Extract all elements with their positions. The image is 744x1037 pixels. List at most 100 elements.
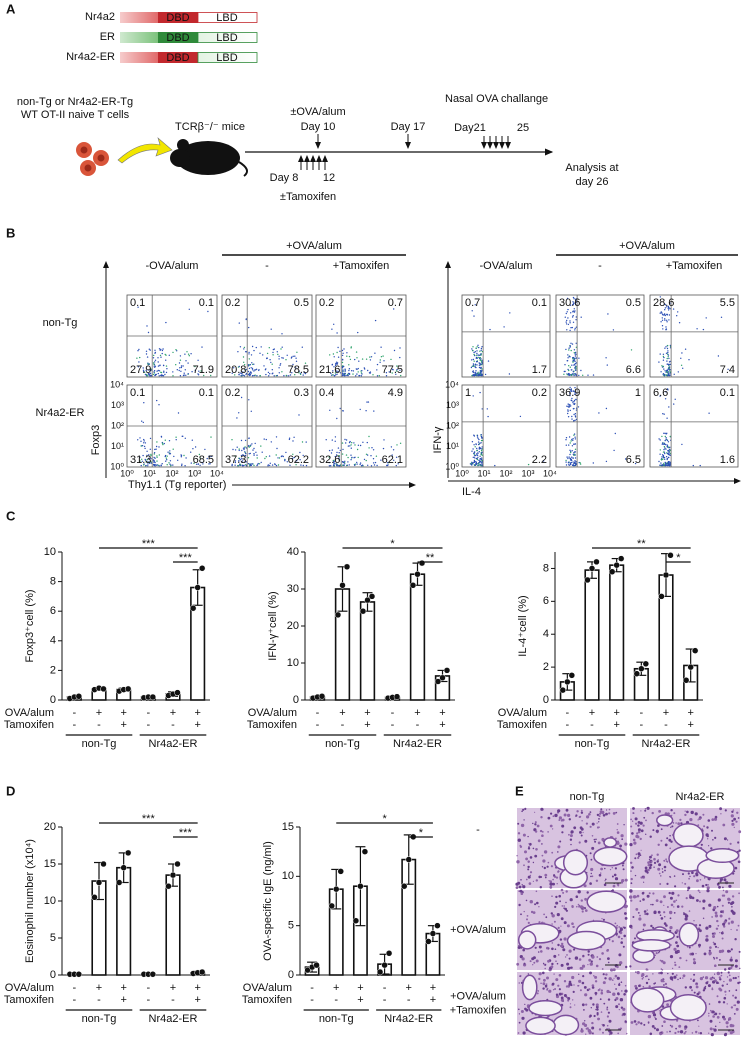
- event-dot: [350, 444, 351, 445]
- nucleus: [521, 892, 524, 895]
- nucleus: [731, 929, 732, 930]
- event-dot: [474, 452, 475, 453]
- event-dot: [380, 359, 381, 360]
- nucleus: [645, 976, 646, 977]
- event-dot: [666, 456, 667, 457]
- event-dot: [668, 461, 669, 462]
- nucleus: [562, 819, 565, 822]
- nucleus: [648, 979, 650, 981]
- timeline-label: Day 8: [270, 172, 299, 184]
- event-dot: [241, 397, 242, 398]
- event-dot: [350, 359, 351, 360]
- nucleus: [647, 909, 648, 910]
- event-dot: [281, 371, 282, 372]
- event-dot: [567, 409, 568, 410]
- event-dot: [568, 324, 569, 325]
- nucleus: [659, 1010, 660, 1011]
- event-dot: [166, 368, 167, 369]
- event-dot: [146, 451, 147, 452]
- condition-sign: -: [171, 994, 175, 1006]
- event-dot: [141, 421, 142, 422]
- nucleus: [738, 861, 741, 864]
- event-dot: [479, 355, 480, 356]
- nucleus: [567, 924, 570, 927]
- nucleus: [659, 873, 661, 875]
- condition-sign: +: [170, 707, 176, 719]
- event-dot: [661, 311, 662, 312]
- event-dot: [566, 321, 567, 322]
- nucleus: [660, 840, 662, 842]
- event-dot: [481, 368, 482, 369]
- event-dot: [480, 375, 481, 376]
- nucleus: [689, 876, 690, 877]
- nucleus: [519, 1022, 521, 1024]
- nucleus: [624, 912, 627, 915]
- nucleus: [520, 846, 522, 848]
- data-point: [353, 918, 359, 924]
- lumen: [526, 1017, 555, 1034]
- condition-sign: +: [430, 994, 436, 1006]
- nucleus: [571, 922, 574, 925]
- nucleus: [604, 884, 607, 887]
- event-dot: [472, 448, 473, 449]
- event-dot: [660, 439, 661, 440]
- event-dot: [160, 357, 161, 358]
- nucleus: [730, 1024, 733, 1027]
- event-dot: [571, 369, 572, 370]
- event-dot: [181, 465, 182, 466]
- event-dot: [143, 442, 144, 443]
- nucleus: [705, 976, 708, 979]
- nucleus: [599, 958, 601, 960]
- nucleus: [522, 885, 525, 888]
- nucleus: [722, 923, 725, 926]
- nucleus: [716, 957, 718, 959]
- event-dot: [474, 464, 475, 465]
- nucleus: [564, 814, 567, 817]
- event-dot: [666, 370, 667, 371]
- nucleus: [590, 962, 593, 965]
- event-dot: [708, 413, 709, 414]
- nucleus: [625, 879, 628, 882]
- event-dot: [342, 449, 343, 450]
- event-dot: [259, 353, 260, 354]
- nucleus: [554, 988, 556, 990]
- nucleus: [650, 861, 652, 863]
- nucleus: [583, 907, 585, 909]
- condition-sign: -: [383, 982, 387, 994]
- nucleus: [621, 834, 624, 837]
- nucleus: [591, 873, 592, 874]
- event-dot: [481, 350, 482, 351]
- event-dot: [257, 464, 258, 465]
- nucleus: [715, 1026, 717, 1028]
- event-dot: [272, 364, 273, 365]
- nucleus: [688, 878, 690, 880]
- nucleus: [609, 1034, 611, 1036]
- event-dot: [377, 375, 378, 376]
- nucleus: [715, 946, 717, 948]
- nucleus: [661, 1025, 663, 1027]
- event-dot: [280, 363, 281, 364]
- event-dot: [138, 361, 139, 362]
- nucleus: [581, 899, 583, 901]
- nucleus: [553, 955, 556, 958]
- event-dot: [281, 333, 282, 334]
- nucleus: [609, 939, 611, 941]
- event-dot: [579, 462, 580, 463]
- event-dot: [480, 442, 481, 443]
- nucleus: [584, 993, 587, 996]
- event-dot: [578, 406, 579, 407]
- nucleus: [643, 825, 645, 827]
- nucleus: [522, 957, 525, 960]
- nucleus: [604, 977, 606, 979]
- nucleus: [584, 1024, 587, 1027]
- x-tick-label: 10⁰: [120, 468, 134, 478]
- event-dot: [665, 329, 666, 330]
- event-dot: [663, 360, 664, 361]
- event-dot: [251, 443, 252, 444]
- event-dot: [181, 464, 182, 465]
- event-dot: [662, 413, 663, 414]
- nucleus: [554, 814, 557, 817]
- event-dot: [572, 311, 573, 312]
- condition-sign: +: [430, 982, 436, 994]
- event-dot: [258, 463, 259, 464]
